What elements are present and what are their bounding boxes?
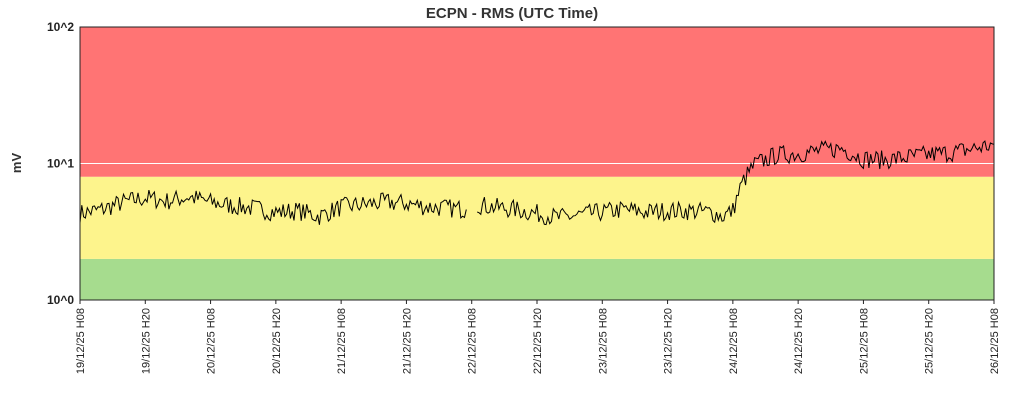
x-tick-label-5: 21/12/25 H20 xyxy=(401,308,413,374)
x-tick-label-13: 25/12/25 H20 xyxy=(924,308,936,374)
threshold-bands xyxy=(80,27,994,300)
x-tick-label-4: 21/12/25 H08 xyxy=(336,308,348,374)
x-tick-label-10: 24/12/25 H08 xyxy=(728,308,740,374)
band-1 xyxy=(80,176,994,259)
series-lines xyxy=(79,140,995,226)
series-0-segment-0 xyxy=(79,189,467,225)
x-axis-ticks: 19/12/25 H08 19/12/25 H20 20/12/25 H08 20/1… xyxy=(75,300,1001,374)
y-tick-label-0: 10^0 xyxy=(47,293,74,307)
y-tick-label-1: 10^1 xyxy=(47,157,74,171)
series-0-segment-1 xyxy=(477,140,995,226)
x-tick-label-11: 24/12/25 H20 xyxy=(793,308,805,374)
band-2 xyxy=(80,27,994,177)
chart-title: ECPN - RMS (UTC Time) xyxy=(426,5,598,22)
x-tick-label-8: 23/12/25 H08 xyxy=(597,308,609,374)
x-tick-label-6: 22/12/25 H08 xyxy=(467,308,479,374)
y-tick-label-2: 10^2 xyxy=(47,20,74,34)
y-axis-ticks: 10^0 10^1 10^2 xyxy=(47,20,74,307)
x-tick-label-14: 26/12/25 H08 xyxy=(989,308,1001,374)
band-0 xyxy=(80,258,994,300)
x-tick-label-2: 20/12/25 H08 xyxy=(206,308,218,374)
x-tick-label-9: 23/12/25 H20 xyxy=(663,308,675,374)
y-axis-label: mV xyxy=(9,153,24,174)
x-tick-label-1: 19/12/25 H20 xyxy=(140,308,152,374)
x-tick-label-3: 20/12/25 H20 xyxy=(271,308,283,374)
x-tick-label-7: 22/12/25 H20 xyxy=(532,308,544,374)
x-tick-label-12: 25/12/25 H08 xyxy=(858,308,870,374)
x-tick-label-0: 19/12/25 H08 xyxy=(75,308,87,374)
